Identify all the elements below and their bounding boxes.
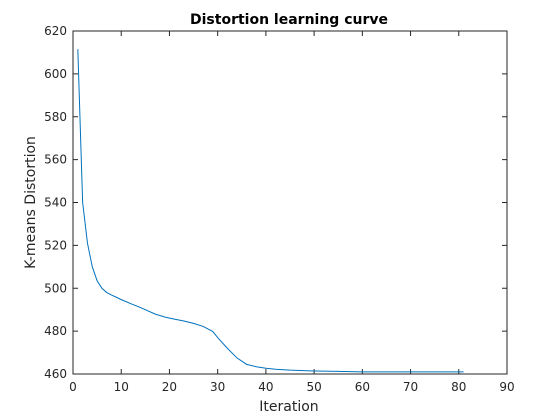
y-tick-label: 460 xyxy=(44,367,67,381)
x-tick-label: 30 xyxy=(210,380,225,394)
x-axis-title: Iteration xyxy=(259,399,318,415)
y-tick-label: 520 xyxy=(44,238,67,252)
x-tick-label: 80 xyxy=(451,380,466,394)
x-tick-label: 10 xyxy=(114,380,129,394)
axis-ticks: 0 10 20 30 40 50 60 70 80 90 460 480 500 520 540 560 580… xyxy=(44,24,515,394)
y-tick-label: 600 xyxy=(44,67,67,81)
x-tick-label: 70 xyxy=(403,380,418,394)
y-tick-label: 620 xyxy=(44,24,67,38)
x-tick-label: 90 xyxy=(499,380,514,394)
x-tick-label: 20 xyxy=(162,380,177,394)
plot-area xyxy=(72,30,508,375)
series-line-0 xyxy=(77,49,464,373)
x-tick-label: 50 xyxy=(306,380,321,394)
y-axis-title: K-means Distortion xyxy=(23,136,39,269)
y-tick-label: 480 xyxy=(44,324,67,338)
y-tick-label: 540 xyxy=(44,196,67,210)
x-tick-label: 60 xyxy=(355,380,370,394)
chart-title: Distortion learning curve xyxy=(190,12,388,28)
series-lines xyxy=(77,49,464,373)
y-tick-label: 560 xyxy=(44,153,67,167)
x-tick-label: 0 xyxy=(69,380,77,394)
y-tick-label: 580 xyxy=(44,110,67,124)
y-tick-label: 500 xyxy=(44,281,67,295)
x-tick-label: 40 xyxy=(258,380,273,394)
